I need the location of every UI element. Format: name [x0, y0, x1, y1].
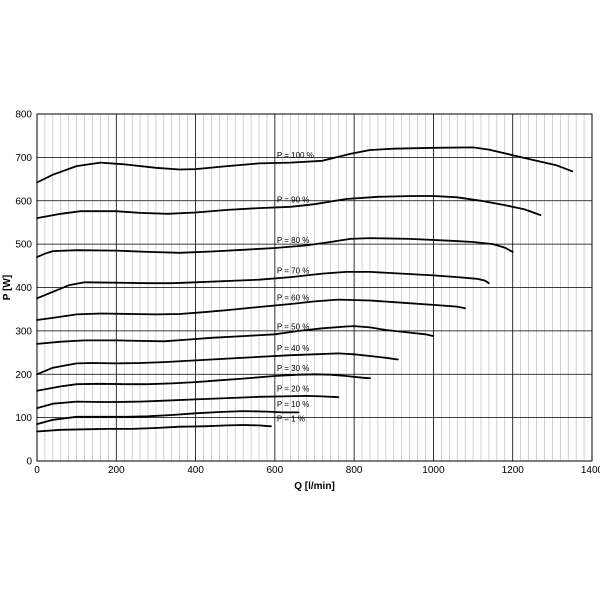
series-line-2 — [36, 237, 514, 259]
y-tick-label: 100 — [15, 413, 32, 424]
series-line-3 — [36, 270, 490, 300]
x-tick-label: 0 — [34, 465, 40, 476]
y-axis-title: P [W] — [2, 275, 13, 300]
x-axis-title: Q [l/min] — [294, 481, 335, 492]
y-tick-label: 700 — [15, 153, 32, 164]
series-label: P = 100 % — [277, 151, 314, 160]
series-label: P = 1 % — [277, 414, 305, 423]
series-labels: P = 100 % P = 90 % P = 80 % P = 70 % P = 60 … — [277, 151, 314, 423]
series-line-6 — [36, 352, 399, 376]
series-line-10 — [36, 424, 272, 433]
series-label: P = 40 % — [277, 344, 310, 353]
series-label: P = 80 % — [277, 236, 310, 245]
series-label: P = 50 % — [277, 322, 310, 331]
series-line-8 — [36, 394, 340, 410]
series-line-0 — [36, 146, 574, 184]
x-tick-label: 1000 — [422, 465, 445, 476]
series-lines — [36, 146, 574, 433]
series-line-5 — [36, 325, 435, 345]
series-label: P = 20 % — [277, 385, 310, 394]
series-line-9 — [36, 410, 300, 426]
series-label: P = 90 % — [277, 195, 310, 204]
y-tick-label: 400 — [15, 283, 32, 294]
series-label: P = 60 % — [277, 294, 310, 303]
y-tick-label: 200 — [15, 370, 32, 381]
y-tick-label: 0 — [26, 457, 32, 468]
x-tick-label: 600 — [267, 465, 284, 476]
x-tick-label: 800 — [346, 465, 363, 476]
x-tick-label: 1200 — [502, 465, 525, 476]
x-tick-label: 400 — [187, 465, 204, 476]
y-tick-label: 500 — [15, 240, 32, 251]
series-line-1 — [36, 195, 542, 220]
y-tick-labels: 0 100 200 300 400 500 600 700 800 — [15, 110, 32, 468]
series-line-7 — [36, 373, 371, 392]
y-tick-label: 600 — [15, 196, 32, 207]
y-tick-label: 300 — [15, 326, 32, 337]
series-line-4 — [36, 298, 467, 321]
series-label: P = 10 % — [277, 400, 310, 409]
x-tick-label: 200 — [108, 465, 125, 476]
series-label: P = 70 % — [277, 266, 310, 275]
y-tick-label: 800 — [15, 110, 32, 121]
plot-frame — [36, 113, 593, 462]
series-label: P = 30 % — [277, 364, 310, 373]
